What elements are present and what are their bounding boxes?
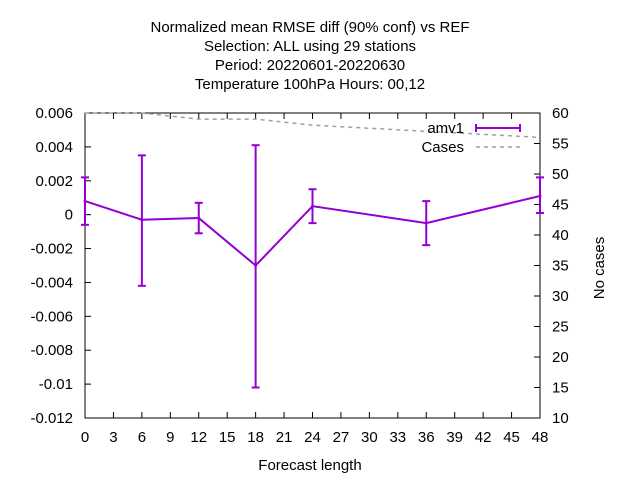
data-point [311, 204, 314, 208]
x-tick-label: 3 [109, 429, 117, 446]
x-tick-label: 18 [247, 429, 264, 446]
x-tick-label: 6 [138, 429, 146, 446]
data-point [83, 199, 87, 203]
y2-tick-label: 55 [552, 136, 569, 153]
y2-tick-label: 10 [552, 410, 569, 427]
title-line-2: Selection: ALL using 29 stations [204, 38, 416, 55]
y-tick-label: 0 [65, 207, 73, 224]
y-tick-label: -0.002 [30, 241, 73, 258]
data-point [140, 218, 144, 222]
x-tick-label: 9 [166, 429, 174, 446]
legend: amv1 Cases [421, 120, 521, 156]
x-tick-label: 24 [304, 429, 321, 446]
x-tick-label: 39 [446, 429, 463, 446]
legend-swatches [475, 124, 521, 148]
y2-tick-label: 20 [552, 349, 569, 366]
x-tick-label: 42 [475, 429, 492, 446]
y-tick-label: -0.004 [30, 274, 73, 291]
y-tick-label: 0.002 [35, 173, 73, 190]
y2-tick-label: 45 [552, 197, 569, 214]
y-tick-label: 0.004 [35, 139, 73, 156]
data-point [424, 221, 428, 225]
y2-axis-title: No cases [591, 237, 608, 300]
series-line-cases [85, 112, 541, 139]
x-tick-label: 36 [418, 429, 435, 446]
y-tick-label: -0.008 [30, 342, 73, 359]
x-axis-title: Forecast length [258, 457, 361, 474]
x-tick-label: 0 [81, 429, 89, 446]
y-tick-label: 0.006 [35, 105, 73, 122]
x-tick-label: 15 [219, 429, 236, 446]
data-point [538, 194, 542, 198]
x-tick-label: 48 [532, 429, 549, 446]
title-line-3: Period: 20220601-20220630 [215, 57, 405, 74]
y2-tick-label: 50 [552, 166, 569, 183]
y2-tick-label: 35 [552, 258, 569, 275]
y-tick-label: -0.01 [39, 376, 73, 393]
legend-label-cases: Cases [421, 139, 464, 156]
x-tick-label: 45 [503, 429, 520, 446]
x-tick-label: 33 [389, 429, 406, 446]
y-tick-label: -0.006 [30, 308, 73, 325]
x-tick-label: 21 [276, 429, 293, 446]
x-tick-label: 12 [190, 429, 207, 446]
y2-tick-label: 30 [552, 288, 569, 305]
title-line-4: Temperature 100hPa Hours: 00,12 [195, 76, 425, 93]
plot-frame [84, 112, 541, 419]
data-point [254, 264, 258, 267]
y2-tick-label: 15 [552, 380, 569, 397]
x-tick-label: 30 [361, 429, 378, 446]
y-tick-label: -0.012 [30, 410, 73, 427]
y2-tick-label: 40 [552, 227, 569, 244]
plot-area: 0 3 6 9 12 15 18 21 24 27 30 33 36 39 42 45 480.0060.004… [30, 105, 568, 446]
title-line-1: Normalized mean RMSE diff (90% conf) vs … [151, 19, 470, 36]
x-tick-label: 27 [333, 429, 350, 446]
chart-title: Normalized mean RMSE diff (90% conf) vs … [151, 19, 470, 93]
legend-label-amv1: amv1 [427, 120, 464, 137]
data-point [197, 216, 201, 220]
y2-tick-label: 60 [552, 105, 569, 122]
y2-tick-label: 25 [552, 319, 569, 336]
